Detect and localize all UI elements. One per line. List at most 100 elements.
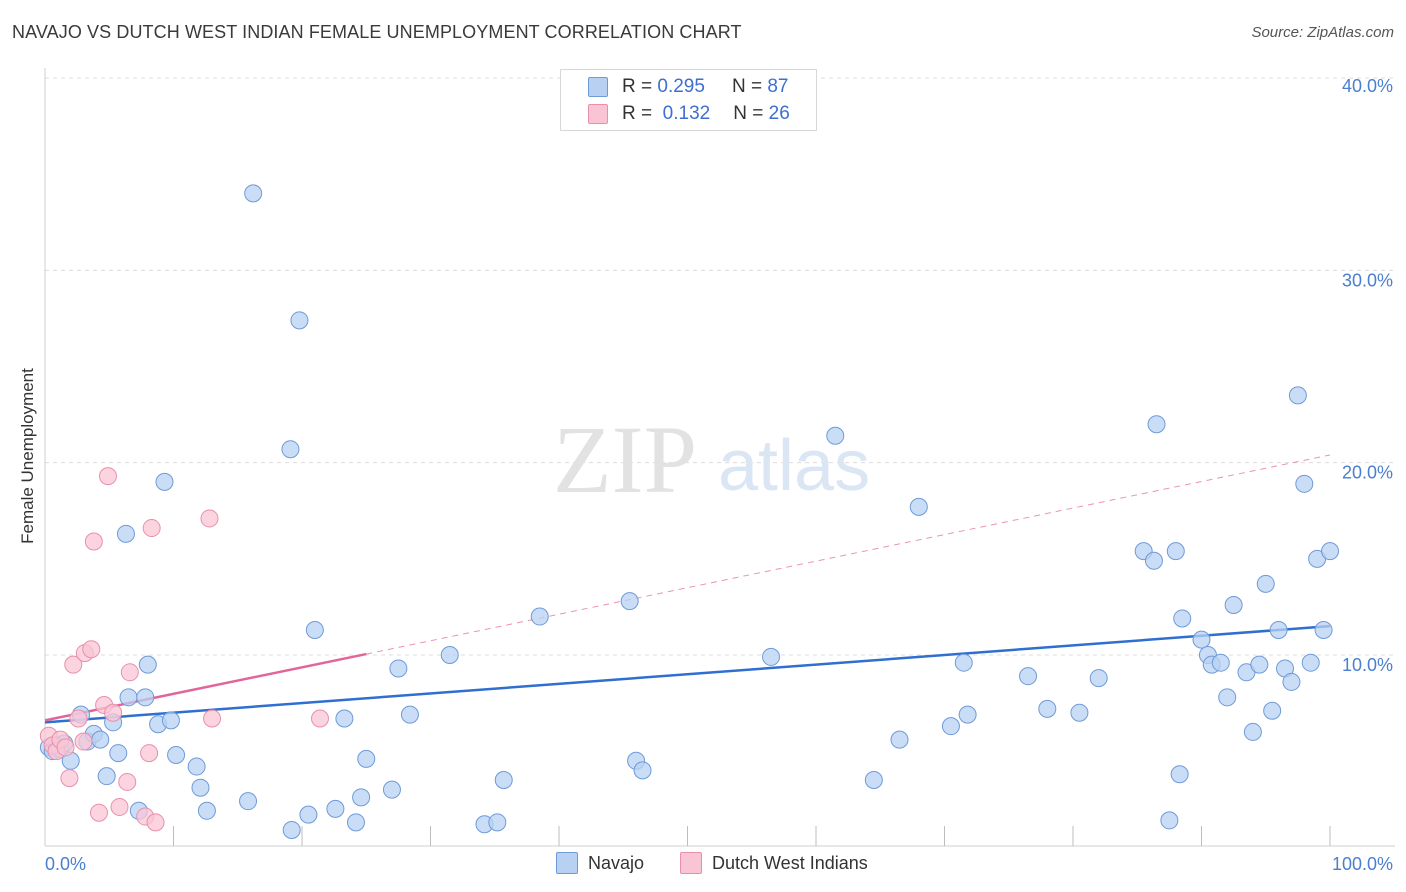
- point-navajo: [1211, 653, 1230, 672]
- data-points: [39, 184, 1339, 840]
- legend-n-value: 87: [767, 76, 789, 97]
- legend-n-value: 26: [768, 103, 790, 124]
- point-navajo: [97, 767, 116, 786]
- point-navajo: [909, 497, 928, 516]
- point-navajo: [335, 709, 354, 728]
- y-tick-label: 20.0%: [1342, 463, 1393, 483]
- point-dutch-west-indian: [98, 467, 117, 486]
- point-dutch-west-indian: [118, 772, 137, 791]
- point-dutch-west-indian: [142, 519, 161, 538]
- x-tick-label-min: 0.0%: [45, 854, 86, 874]
- legend-row-dutch: R = 0.132 N = 26: [588, 102, 790, 126]
- point-navajo: [1144, 551, 1163, 570]
- point-navajo: [1243, 722, 1262, 741]
- legend-swatch-navajo: [588, 77, 608, 97]
- point-navajo: [1160, 811, 1179, 830]
- point-navajo: [161, 711, 180, 730]
- point-navajo: [1019, 667, 1038, 686]
- point-navajo: [762, 647, 781, 666]
- point-dutch-west-indian: [82, 640, 101, 659]
- point-navajo: [620, 592, 639, 611]
- point-navajo: [282, 821, 301, 840]
- point-navajo: [1263, 701, 1282, 720]
- point-navajo: [1192, 630, 1211, 649]
- point-dutch-west-indian: [146, 813, 165, 832]
- point-navajo: [1269, 620, 1288, 639]
- point-navajo: [1166, 542, 1185, 561]
- point-navajo: [109, 744, 128, 763]
- point-navajo: [1170, 765, 1189, 784]
- point-navajo: [1321, 542, 1339, 561]
- point-navajo: [1218, 688, 1237, 707]
- point-navajo: [1038, 699, 1057, 718]
- point-dutch-west-indian: [203, 709, 222, 728]
- point-navajo: [91, 730, 110, 749]
- point-dutch-west-indian: [140, 744, 159, 763]
- point-dutch-west-indian: [200, 509, 219, 528]
- point-navajo: [1089, 669, 1108, 688]
- legend-row-navajo: R = 0.295 N = 87: [588, 75, 788, 99]
- point-navajo: [290, 311, 309, 330]
- point-dutch-west-indian: [110, 797, 129, 816]
- point-navajo: [244, 184, 263, 203]
- point-dutch-west-indian: [89, 803, 108, 822]
- point-navajo: [197, 801, 216, 820]
- legend-swatch-dutch: [588, 104, 608, 124]
- legend-n-label: N =: [731, 76, 763, 97]
- point-navajo: [1295, 474, 1314, 493]
- point-navajo: [1070, 703, 1089, 722]
- watermark-atlas: atlas: [718, 426, 870, 506]
- source-label: Source: ZipAtlas.com: [1251, 24, 1394, 41]
- y-tick-label: 30.0%: [1342, 270, 1393, 290]
- bottom-legend-navajo-label: Navajo: [588, 852, 645, 873]
- gridlines: [45, 77, 1395, 656]
- axes: [44, 68, 1395, 847]
- point-dutch-west-indian: [69, 709, 88, 728]
- legend-r-value: 0.295: [657, 76, 705, 97]
- point-dutch-west-indian: [120, 663, 139, 682]
- point-dutch-west-indian: [84, 532, 103, 551]
- point-navajo: [440, 646, 459, 664]
- point-navajo: [494, 771, 513, 790]
- bottom-legend-navajo: Navajo: [556, 852, 644, 874]
- point-navajo: [890, 730, 909, 749]
- y-tick-label: 40.0%: [1342, 76, 1393, 96]
- point-navajo: [326, 799, 345, 818]
- legend-n-label: N =: [733, 103, 764, 124]
- bottom-swatch-dutch: [680, 852, 702, 874]
- x-tick-label-max: 100.0%: [1332, 854, 1393, 874]
- legend: R = 0.295 N = 87 R = 0.132 N = 26: [560, 69, 817, 131]
- point-navajo: [281, 440, 300, 459]
- point-navajo: [400, 705, 419, 724]
- point-navajo: [1282, 672, 1301, 691]
- legend-r-label: R =: [622, 76, 653, 97]
- point-navajo: [138, 655, 157, 674]
- point-dutch-west-indian: [104, 703, 123, 722]
- point-navajo: [1314, 620, 1333, 639]
- point-navajo: [346, 813, 365, 832]
- point-navajo: [1288, 386, 1307, 405]
- point-navajo: [119, 688, 138, 707]
- point-navajo: [530, 607, 549, 626]
- point-navajo: [382, 780, 401, 799]
- watermark-zip: ZIP: [553, 406, 697, 513]
- tick-labels: 10.0% 20.0% 30.0% 40.0% 0.0% 100.0%: [45, 76, 1393, 874]
- point-navajo: [389, 659, 408, 678]
- point-navajo: [864, 771, 883, 790]
- point-navajo: [352, 788, 371, 807]
- point-navajo: [1301, 653, 1320, 672]
- y-tick-label: 10.0%: [1342, 655, 1393, 675]
- point-navajo: [958, 705, 977, 724]
- point-navajo: [1147, 415, 1166, 434]
- bottom-legend-dutch-label: Dutch West Indians: [712, 852, 868, 873]
- point-navajo: [187, 757, 206, 776]
- point-navajo: [155, 472, 174, 491]
- point-dutch-west-indian: [64, 655, 83, 674]
- legend-r-value: 0.132: [662, 103, 711, 124]
- point-navajo: [1173, 609, 1192, 628]
- point-navajo: [239, 792, 258, 811]
- trend-line-0: [44, 624, 1331, 724]
- legend-r-label: R =: [622, 103, 653, 124]
- point-navajo: [116, 524, 135, 543]
